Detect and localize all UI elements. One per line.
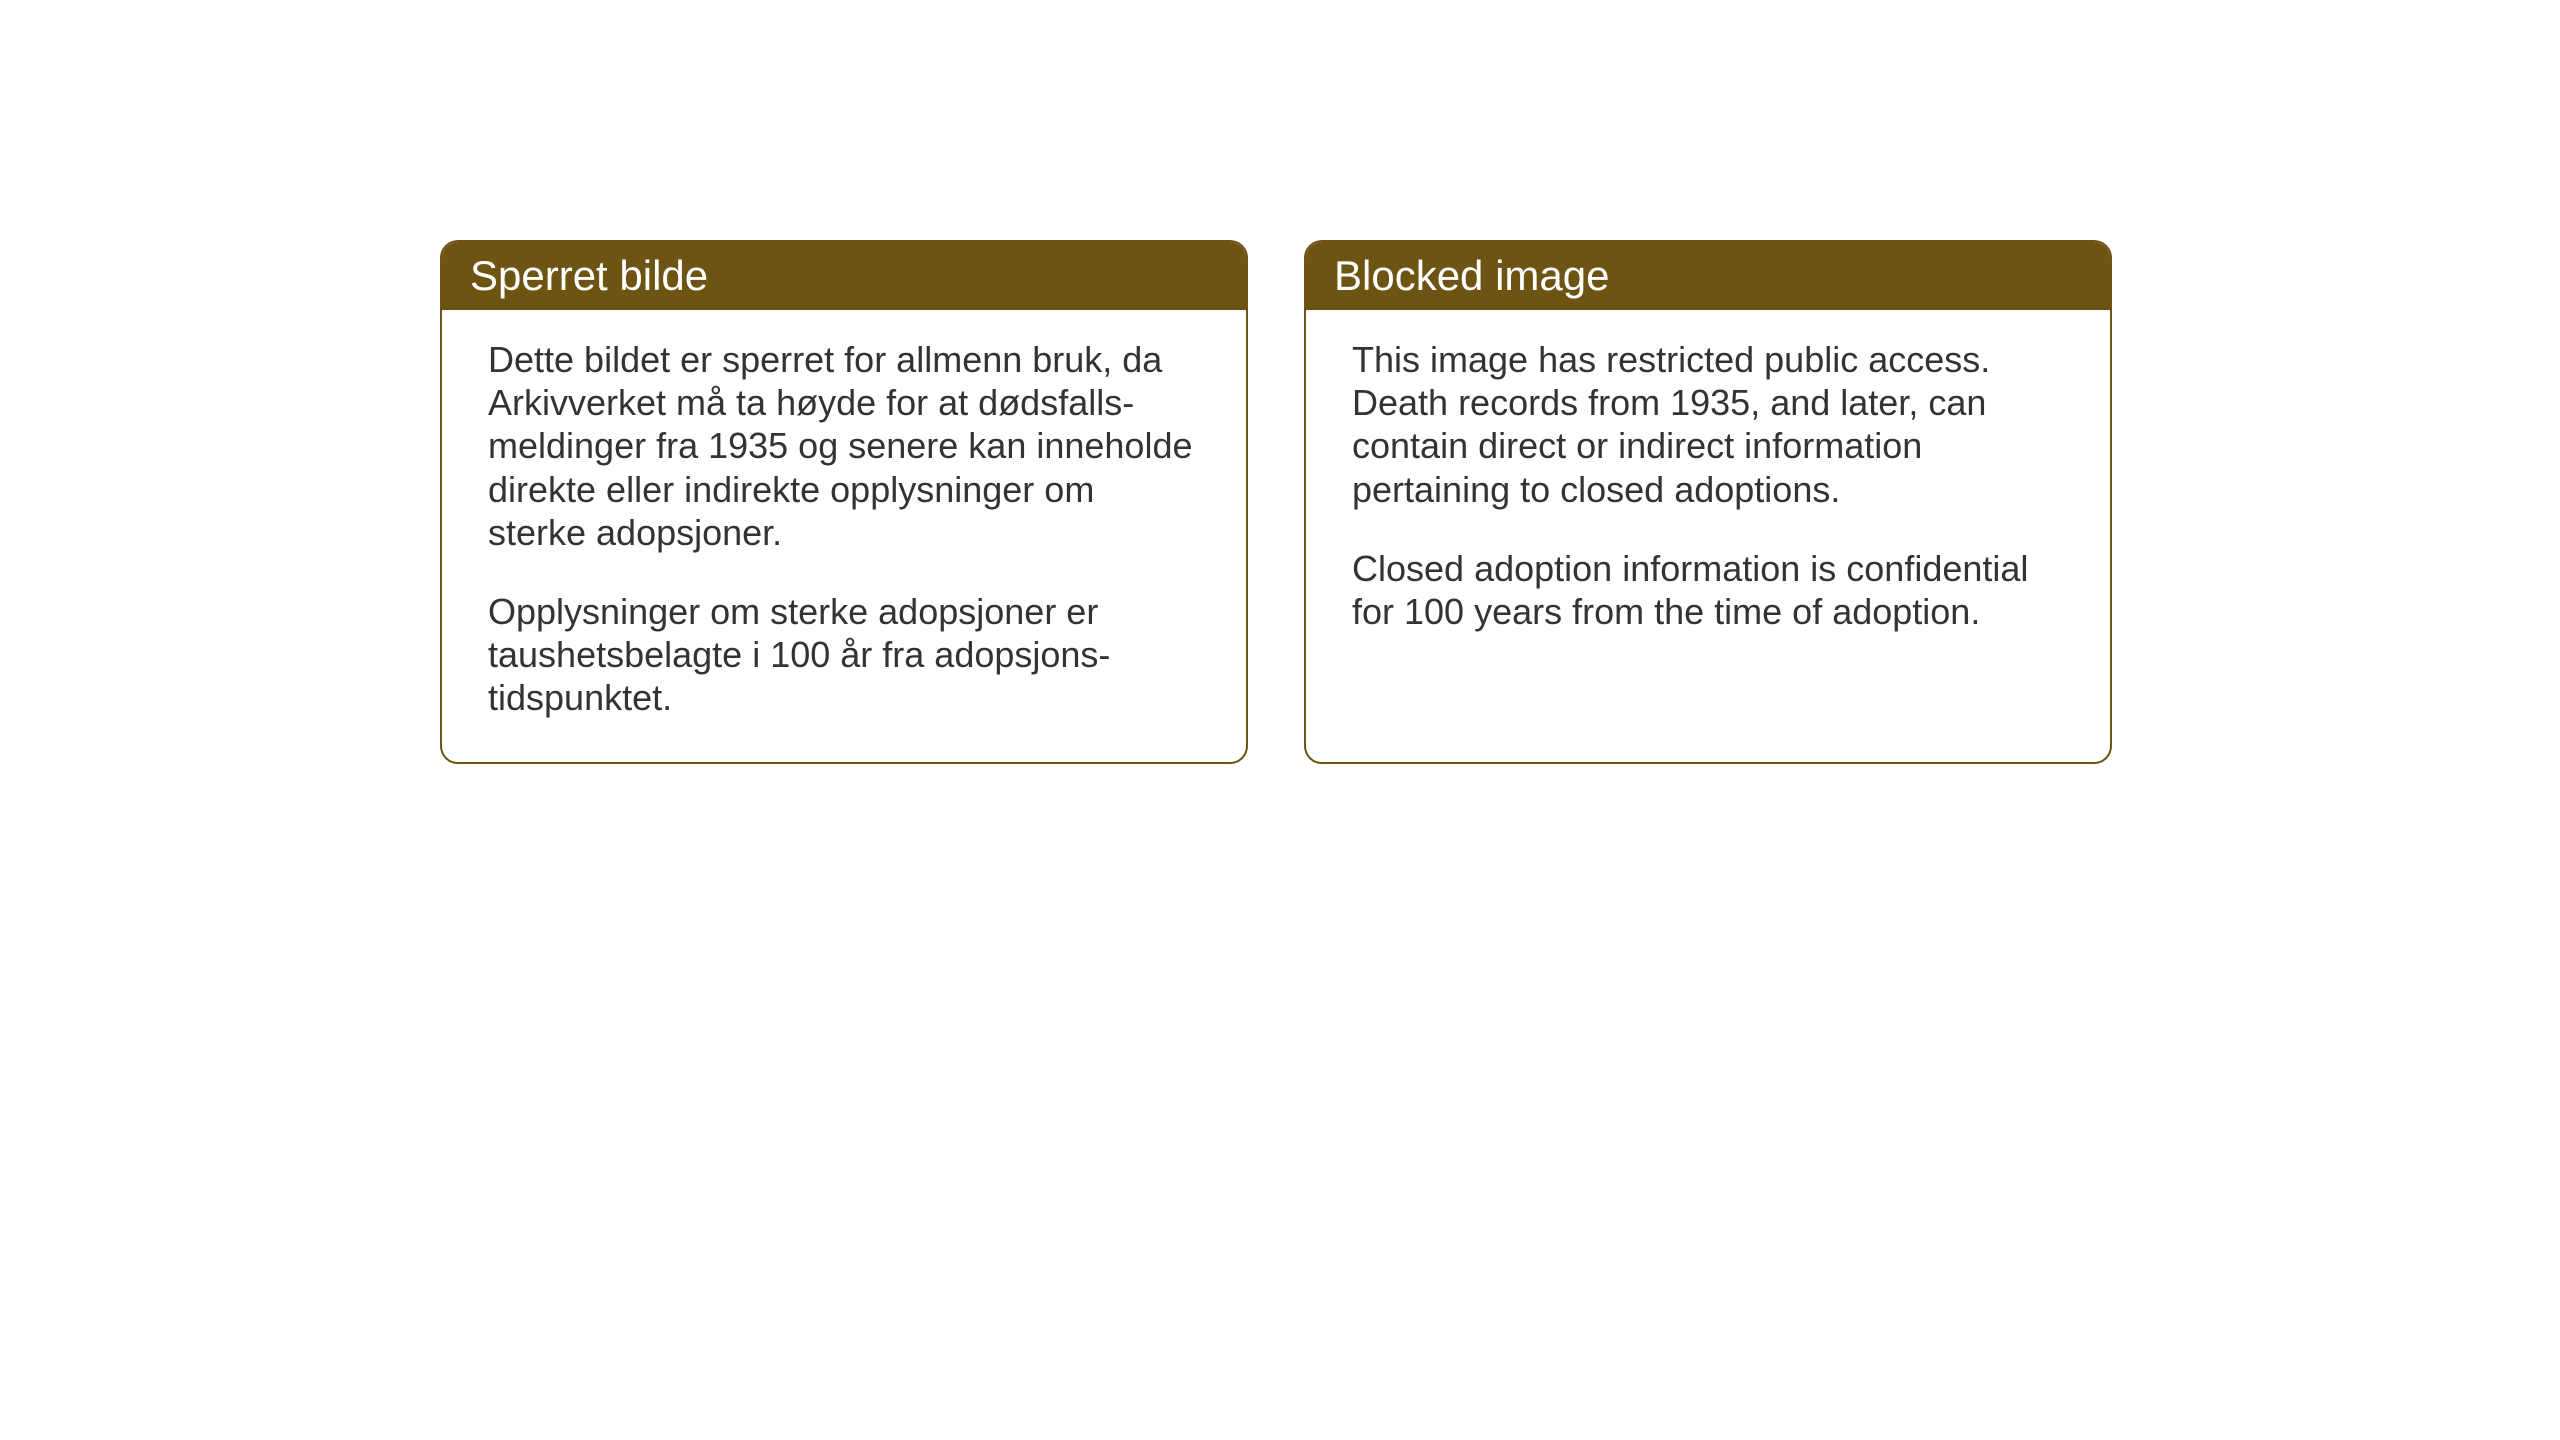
english-card-header: Blocked image	[1306, 242, 2110, 310]
english-paragraph-2: Closed adoption information is confident…	[1352, 547, 2064, 633]
english-card: Blocked image This image has restricted …	[1304, 240, 2112, 764]
norwegian-card-body: Dette bildet er sperret for allmenn bruk…	[442, 310, 1246, 762]
english-paragraph-1: This image has restricted public access.…	[1352, 338, 2064, 511]
norwegian-paragraph-2: Opplysninger om sterke adopsjoner er tau…	[488, 590, 1200, 720]
norwegian-card-header: Sperret bilde	[442, 242, 1246, 310]
english-card-body: This image has restricted public access.…	[1306, 310, 2110, 675]
norwegian-card-title: Sperret bilde	[470, 252, 708, 299]
english-card-title: Blocked image	[1334, 252, 1609, 299]
norwegian-paragraph-1: Dette bildet er sperret for allmenn bruk…	[488, 338, 1200, 554]
cards-container: Sperret bilde Dette bildet er sperret fo…	[440, 240, 2112, 764]
norwegian-card: Sperret bilde Dette bildet er sperret fo…	[440, 240, 1248, 764]
